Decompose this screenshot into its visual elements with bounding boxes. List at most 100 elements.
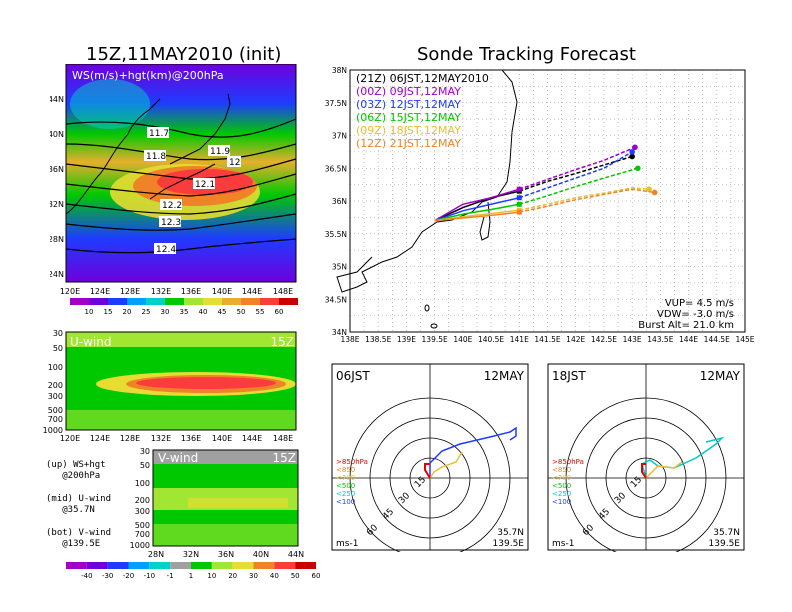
- landing-point: [651, 189, 658, 196]
- colorbar-label: 50: [291, 572, 300, 580]
- colorbar-swatch: [128, 562, 150, 569]
- hodograph-time: 18JST: [552, 369, 586, 383]
- hodograph-trace-mid: [645, 461, 683, 479]
- lat-label: 40N: [253, 550, 269, 559]
- lon-label: 140E: [212, 434, 232, 443]
- hodograph-lon: 139.5E: [709, 539, 741, 549]
- coastline-honshu: [149, 163, 216, 200]
- contour-line: [65, 158, 297, 180]
- lon-label: 144E: [242, 287, 262, 296]
- contour-line: [65, 143, 297, 161]
- lon-label: 148E: [273, 287, 293, 296]
- pressure-label: 1000: [130, 541, 150, 550]
- svg-text:<700: <700: [336, 474, 355, 482]
- contour-line: [65, 173, 297, 197]
- svg-text:>850hPa: >850hPa: [552, 458, 584, 466]
- colorbar-swatch: [170, 562, 191, 569]
- y-tick-label: 37N: [332, 132, 347, 141]
- lon-label: 148E: [273, 434, 293, 443]
- uwind-time: 15Z: [271, 335, 295, 349]
- colorbar-swatch: [241, 298, 260, 305]
- track-legend-entry: (21Z) 06JST,12MAY2010: [356, 72, 489, 85]
- pressure-label: 700: [48, 415, 63, 424]
- lon-label: 120E: [60, 287, 80, 296]
- svg-text:>850hPa: >850hPa: [336, 458, 368, 466]
- coastline-japan: [169, 93, 231, 165]
- x-tick-label: 143E: [623, 335, 642, 344]
- x-tick-label: 142.5E: [591, 335, 617, 344]
- track-line-ascent: [434, 190, 520, 222]
- colorbar-label: 60: [312, 572, 320, 580]
- colorbar-swatch: [222, 298, 241, 305]
- colorbar-swatch: [107, 562, 129, 569]
- colorbar-label: 55: [256, 308, 265, 316]
- svg-text:<500: <500: [552, 482, 571, 490]
- hodograph-lat: 35.7N: [713, 528, 740, 538]
- track-legend-entry: (12Z) 21JST,12MAY: [356, 137, 461, 150]
- x-tick-label: 143.5E: [647, 335, 673, 344]
- contour-label: 11.7: [149, 129, 169, 139]
- colorbar-swatch: [279, 298, 298, 305]
- y-tick-label: 36.5N: [325, 164, 347, 173]
- north-region: [70, 79, 150, 129]
- pressure-label: 500: [48, 406, 63, 415]
- colorbar-label: 15: [104, 308, 113, 316]
- x-tick-label: 139E: [397, 335, 416, 344]
- contour-label: 12.1: [195, 180, 215, 190]
- y-tick-label: 36N: [332, 197, 347, 206]
- map-panel-label: WS(m/s)+hgt(km)@200hPa: [72, 69, 224, 82]
- track-frame: [349, 69, 746, 333]
- colorbar-label: 1: [189, 572, 193, 580]
- colorbar-label: 45: [218, 308, 227, 316]
- lat-label: 44N: [50, 95, 64, 104]
- x-tick-label: 138E: [340, 335, 359, 344]
- burst-marker: [516, 201, 522, 207]
- colorbar-swatch: [66, 562, 87, 569]
- annotation-burst: Burst Alt= 21.0 km: [638, 320, 734, 331]
- contour-label: 11.9: [210, 147, 230, 157]
- pressure-label: 30: [140, 448, 150, 456]
- pressure-label: 30: [53, 330, 63, 338]
- track-legend: (21Z) 06JST,12MAY2010 (00Z) 09JST,12MAY …: [356, 72, 489, 150]
- burst-marker: [516, 186, 522, 192]
- colorbar-label: 35: [180, 308, 189, 316]
- uwind-frame: [65, 331, 297, 431]
- uwind-y-axis: 30 50 100 200 300 500 700 1000: [43, 330, 63, 435]
- x-tick-label: 144.5E: [704, 335, 730, 344]
- main-title: Sonde Tracking Forecast: [417, 44, 636, 65]
- lat-label: 32N: [50, 200, 64, 209]
- landing-point: [629, 153, 635, 160]
- landing-point: [629, 149, 635, 155]
- vwind-upper: [153, 450, 298, 464]
- vwind-label: V-wind: [158, 451, 198, 465]
- track-line-ascent: [434, 203, 520, 222]
- colorbar-swatch: [295, 562, 316, 569]
- x-tick-label: 140E: [453, 335, 472, 344]
- track-line-descent: [519, 146, 636, 190]
- hodograph-trace-mid: [429, 451, 463, 479]
- pressure-label: 100: [48, 363, 63, 372]
- lon-label: 124E: [90, 287, 110, 296]
- colorbar-label: 30: [249, 572, 258, 580]
- track-annotations: VUP= 4.5 m/s VDW= -3.0 m/s Burst Alt= 21…: [638, 298, 734, 331]
- y-tick-label: 38N: [332, 66, 347, 75]
- colorbar-swatch: [108, 298, 127, 305]
- hodograph-date: 12MAY: [700, 369, 741, 383]
- colorbar-label: 50: [237, 308, 246, 316]
- colorbar-label: 40: [199, 308, 208, 316]
- pressure-label: 50: [53, 344, 63, 353]
- contour-label: 11.8: [146, 152, 166, 162]
- svg-text:<100: <100: [336, 498, 355, 506]
- contour-label: 12.2: [162, 201, 182, 211]
- colorbar-label: 20: [228, 572, 237, 580]
- track-plot-area: [350, 70, 745, 332]
- colorbar-swatch: [165, 298, 184, 305]
- wind-speed-map: 11.7 11.8 11.9 12 12.1 12.2 12.3 12.4 WS…: [50, 64, 298, 316]
- svg-text:<850: <850: [336, 466, 355, 474]
- pressure-label: 500: [135, 521, 150, 530]
- track-legend-entry: (09Z) 18JST,12MAY: [356, 124, 461, 137]
- pressure-label: 100: [135, 479, 150, 488]
- hodograph-trace-low: [641, 463, 647, 479]
- uwind-low: [66, 410, 296, 430]
- svg-text:<500: <500: [336, 482, 355, 490]
